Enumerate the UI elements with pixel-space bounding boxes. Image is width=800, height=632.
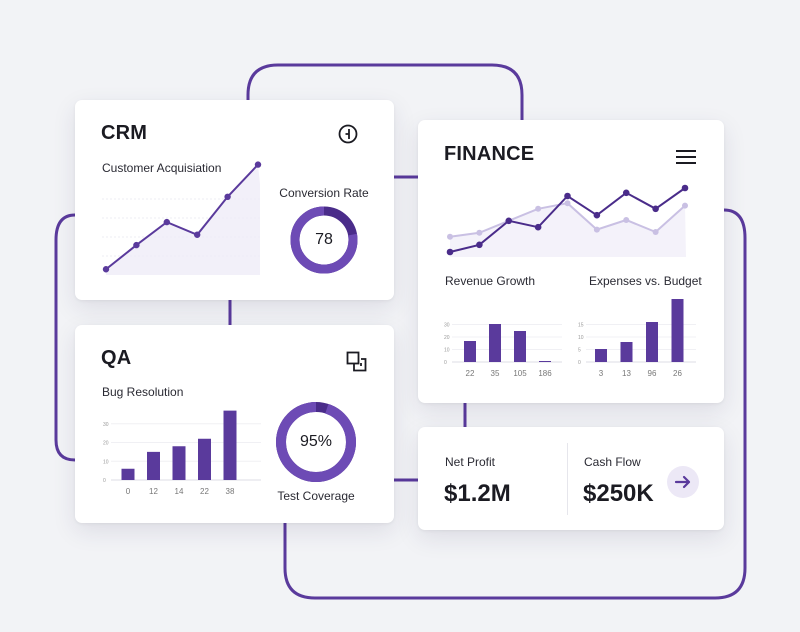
customer-acquisition-label: Customer Acquisiation [102, 161, 222, 175]
conversion-rate-arc [290, 206, 358, 274]
expenses-vs-budget-bar [595, 349, 607, 362]
connector-top [246, 63, 524, 120]
finance-trend-line-secondary [449, 202, 686, 238]
bug-resolution-x-label: 22 [200, 487, 209, 496]
acquisition-line [105, 163, 259, 271]
bug-resolution-ytick-label: 20 [103, 441, 109, 447]
finance-trend-point [681, 184, 689, 192]
bug-resolution-ytick-label: 10 [103, 459, 109, 465]
revenue-growth-label: Revenue Growth [445, 274, 536, 288]
conversion-rate-label: Conversion Rate [279, 186, 369, 200]
finance-trend-point [534, 223, 542, 231]
summary-card[interactable]: Net Profit $1.2M Cash Flow $250K [418, 427, 724, 530]
expenses-vs-budget-ytick-label: 15 [578, 323, 584, 329]
finance-title: FINANCE [444, 143, 535, 165]
expenses-vs-budget-x-label: 26 [673, 369, 682, 378]
revenue-growth-ytick-label: 0 [444, 360, 447, 366]
bug-resolution-x-label: 38 [226, 487, 235, 496]
finance-card[interactable]: 0 10 20 30 22 35 105 186 0 5 10 15 3 13 96 26 FINANCE R… [418, 120, 724, 403]
expenses-vs-budget-x-label: 3 [599, 369, 604, 378]
finance-trend-point-secondary [593, 226, 600, 233]
acquisition-area [106, 164, 260, 275]
crm-charts [102, 161, 358, 275]
bug-resolution-x-label: 12 [149, 487, 158, 496]
bug-resolution-bar [121, 468, 135, 480]
qa-title: QA [101, 347, 132, 369]
bug-resolution-label: Bug Resolution [102, 385, 184, 399]
test-coverage-arc [276, 402, 356, 482]
net-profit-value: $1.2M [444, 480, 511, 507]
expenses-vs-budget-label: Expenses vs. Budget [589, 274, 702, 288]
revenue-growth-ytick-label: 30 [444, 323, 450, 329]
connector-left [54, 213, 76, 462]
bug-resolution-x-label: 14 [175, 487, 184, 496]
bug-resolution-bar [198, 438, 211, 480]
finance-trend-point [446, 248, 454, 256]
acquisition-point [194, 231, 201, 238]
expenses-vs-budget-ytick-label: 0 [578, 360, 581, 366]
cash-flow-value: $250K [583, 480, 654, 507]
bug-resolution-ytick-label: 30 [103, 422, 109, 428]
net-profit-label: Net Profit [445, 455, 496, 469]
bug-resolution-bar [147, 451, 160, 480]
finance-trend-point-secondary [682, 202, 688, 209]
connector-bottom [283, 208, 747, 600]
acquisition-point [163, 218, 170, 226]
conversion-rate-value: 78 [315, 231, 333, 248]
qa-charts: 0 10 20 30 0 12 14 22 38 [103, 402, 356, 496]
revenue-growth-x-label: 105 [513, 369, 527, 378]
revenue-growth-x-label: 186 [538, 369, 552, 378]
finance-trend-point [652, 205, 659, 213]
revenue-growth-bar [539, 361, 551, 362]
expenses-vs-budget-bar [646, 322, 658, 362]
expenses-vs-budget-bar [671, 299, 684, 362]
crm-title: CRM [101, 122, 148, 144]
test-coverage-value: 95% [299, 433, 333, 450]
finance-trend-point-secondary [652, 229, 659, 235]
finance-trend-point-secondary [623, 217, 630, 223]
bug-resolution-bar [223, 410, 237, 480]
revenue-growth-ytick-label: 10 [444, 348, 450, 354]
bug-resolution-bar [172, 446, 186, 480]
revenue-growth-x-label: 22 [466, 369, 475, 378]
copy-icon[interactable] [346, 351, 368, 373]
finance-trend-point [564, 192, 571, 200]
expenses-vs-budget-bar [620, 342, 633, 362]
finance-trend-point-secondary [476, 229, 483, 236]
finance-trend-point [505, 217, 513, 225]
acquisition-point [102, 266, 110, 273]
revenue-growth-bar [464, 341, 476, 362]
finance-trend-point [622, 189, 630, 197]
summary-divider [567, 443, 568, 515]
bug-resolution-x-label: 0 [126, 487, 131, 496]
acquisition-point [254, 161, 262, 168]
test-coverage-label: Test Coverage [277, 489, 355, 503]
arrow-right-icon[interactable] [667, 466, 699, 498]
revenue-growth-ytick-label: 20 [444, 335, 450, 341]
revenue-growth-bar [489, 324, 501, 362]
crm-card[interactable]: CRM Customer Acquisiation Conversion Rat… [75, 100, 394, 300]
acquisition-point [133, 241, 140, 249]
finance-trend-point [476, 241, 483, 249]
revenue-growth-x-label: 35 [491, 369, 500, 378]
expenses-vs-budget-ytick-label: 5 [578, 348, 581, 354]
acquisition-point [224, 193, 231, 200]
finance-charts: 0 10 20 30 22 35 105 186 0 5 10 15 3 13 96 26 [444, 184, 696, 378]
cash-flow-label: Cash Flow [584, 455, 641, 469]
clock-icon[interactable] [338, 124, 358, 144]
expenses-vs-budget-ytick-label: 10 [578, 335, 584, 341]
finance-trend-point-secondary [447, 233, 453, 240]
finance-trend-point-secondary [564, 200, 571, 207]
finance-trend-point-secondary [535, 205, 542, 212]
finance-trend-point [593, 211, 601, 219]
revenue-growth-bar [514, 331, 526, 362]
finance-trend-area [450, 203, 686, 257]
bug-resolution-ytick-label: 0 [103, 478, 106, 484]
qa-card[interactable]: 0 10 20 30 0 12 14 22 38 QA Bug Resolution 95% T… [75, 325, 394, 523]
expenses-vs-budget-x-label: 96 [648, 369, 657, 378]
expenses-vs-budget-x-label: 13 [622, 369, 631, 378]
menu-icon[interactable] [675, 149, 697, 165]
